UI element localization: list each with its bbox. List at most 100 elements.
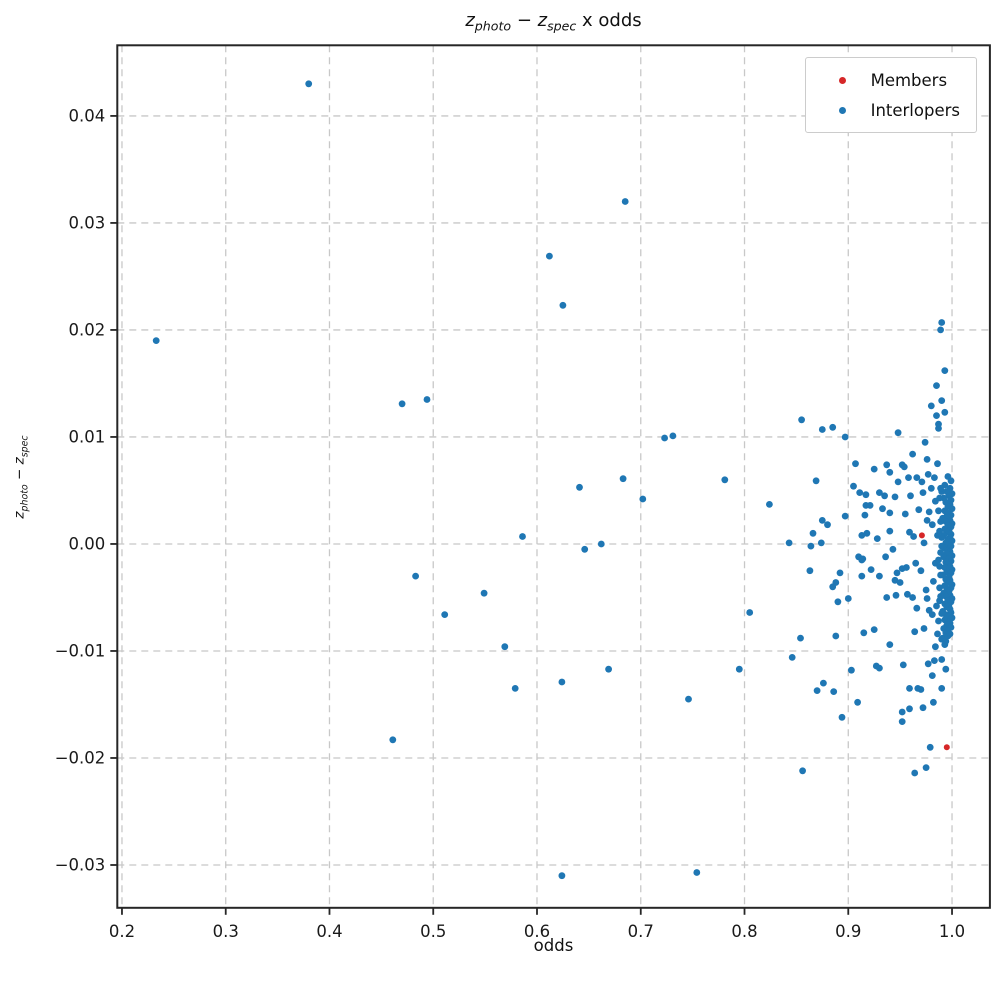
scatter-point-interlopers bbox=[597, 540, 605, 548]
scatter-point-interlopers bbox=[832, 579, 840, 586]
scatter-point-interlopers bbox=[813, 687, 821, 694]
scatter-point-interlopers bbox=[858, 572, 866, 580]
legend-item-members: Members bbox=[823, 65, 960, 95]
scatter-point-interlopers bbox=[876, 664, 883, 672]
scatter-point-interlopers bbox=[934, 630, 941, 638]
y-tick-label: −0.03 bbox=[55, 855, 106, 874]
series-interlopers bbox=[152, 80, 956, 880]
scatter-point-interlopers bbox=[924, 471, 932, 478]
scatter-point-interlopers bbox=[935, 507, 942, 515]
scatter-point-interlopers bbox=[920, 539, 928, 547]
scatter-point-interlopers bbox=[926, 743, 934, 751]
scatter-point-interlopers bbox=[891, 493, 899, 501]
scatter-point-interlopers bbox=[867, 566, 875, 573]
scatter-point-interlopers bbox=[398, 400, 406, 408]
chart-title: zphoto − zspec x odds bbox=[117, 10, 990, 34]
scatter-point-interlopers bbox=[669, 432, 677, 440]
legend-label-members: Members bbox=[870, 70, 948, 90]
scatter-point-interlopers bbox=[907, 492, 914, 500]
y-axis-label: zphoto − zspec bbox=[12, 435, 31, 518]
scatter-point-interlopers bbox=[812, 477, 820, 485]
scatter-point-interlopers bbox=[935, 556, 942, 564]
scatter-point-interlopers bbox=[912, 559, 920, 567]
scatter-point-interlopers bbox=[818, 517, 826, 524]
scatter-point-interlopers bbox=[841, 512, 849, 520]
scatter-point-interlopers bbox=[605, 665, 612, 673]
scatter-point-interlopers bbox=[899, 661, 907, 669]
scatter-point-interlopers bbox=[934, 460, 941, 468]
scatter-point-interlopers bbox=[920, 625, 928, 632]
scatter-point-interlopers bbox=[581, 545, 589, 553]
scatter-point-interlopers bbox=[735, 665, 743, 673]
scatter-point-interlopers bbox=[879, 505, 886, 513]
scatter-point-interlopers bbox=[619, 475, 627, 483]
scatter-point-interlopers bbox=[412, 572, 419, 580]
scatter-point-interlopers bbox=[863, 529, 871, 537]
scatter-point-members bbox=[918, 532, 925, 539]
scatter-point-interlopers bbox=[746, 609, 754, 616]
scatter-point-interlopers bbox=[922, 586, 930, 594]
x-tick-label: 0.3 bbox=[213, 922, 239, 941]
scatter-point-interlopers bbox=[693, 869, 701, 876]
scatter-point-interlopers bbox=[938, 542, 946, 550]
scatter-point-interlopers bbox=[919, 704, 927, 712]
scatter-point-interlopers bbox=[870, 626, 878, 633]
y-tick-label: 0.01 bbox=[69, 427, 106, 446]
gridlines bbox=[117, 45, 990, 908]
scatter-point-interlopers bbox=[873, 535, 881, 542]
scatter-point-interlopers bbox=[848, 666, 855, 674]
x-tick-label: 0.7 bbox=[628, 922, 654, 941]
scatter-point-interlopers bbox=[898, 708, 906, 716]
scatter-point-interlopers bbox=[917, 686, 925, 693]
scatter-point-interlopers bbox=[881, 492, 888, 500]
title-var-zspec: zspec bbox=[537, 10, 577, 34]
scatter-point-interlopers bbox=[558, 872, 566, 880]
legend: Members Interlopers bbox=[804, 57, 977, 133]
scatter-point-interlopers bbox=[841, 433, 849, 441]
scatter-point-interlopers bbox=[834, 598, 842, 606]
scatter-point-interlopers bbox=[906, 705, 913, 713]
scatter-point-interlopers bbox=[876, 572, 883, 580]
scatter-point-interlopers bbox=[928, 672, 936, 679]
scatter-point-interlopers bbox=[928, 521, 936, 529]
scatter-point-interlopers bbox=[931, 474, 938, 481]
scatter-point-interlopers bbox=[938, 319, 946, 326]
scatter-point-interlopers bbox=[830, 688, 838, 695]
scatter-point-interlopers bbox=[938, 534, 946, 541]
scatter-point-interlopers bbox=[933, 602, 940, 610]
y-tick-label: 0.04 bbox=[69, 106, 106, 125]
x-tick-label: 0.5 bbox=[420, 922, 446, 941]
scatter-point-interlopers bbox=[820, 679, 827, 687]
title-var-zphoto: zphoto bbox=[465, 10, 512, 34]
scatter-point-interlopers bbox=[935, 617, 942, 625]
scatter-point-interlopers bbox=[924, 660, 932, 668]
scatter-point-interlopers bbox=[946, 630, 954, 638]
scatter-point-interlopers bbox=[558, 678, 566, 686]
scatter-point-interlopers bbox=[844, 595, 852, 602]
scatter-point-interlopers bbox=[900, 463, 908, 471]
scatter-point-interlopers bbox=[923, 595, 931, 602]
scatter-point-interlopers bbox=[883, 461, 891, 469]
scatter-point-interlopers bbox=[889, 545, 897, 553]
title-minus: − bbox=[511, 10, 538, 31]
scatter-point-interlopers bbox=[721, 476, 729, 484]
scatter-point-interlopers bbox=[511, 685, 519, 692]
x-tick-label: 0.9 bbox=[835, 922, 861, 941]
scatter-point-interlopers bbox=[886, 509, 894, 517]
scatter-point-interlopers bbox=[546, 252, 553, 260]
scatter-point-interlopers bbox=[836, 569, 844, 577]
scatter-point-interlopers bbox=[923, 517, 931, 524]
scatter-point-interlopers bbox=[903, 564, 910, 571]
scatter-point-interlopers bbox=[941, 367, 949, 374]
scatter-point-interlopers bbox=[797, 634, 804, 642]
y-tick-label: −0.02 bbox=[55, 748, 106, 767]
scatter-point-interlopers bbox=[806, 567, 814, 575]
scatter-point-interlopers bbox=[886, 527, 894, 535]
scatter-point-interlopers bbox=[942, 665, 950, 673]
scatter-point-interlopers bbox=[870, 465, 878, 473]
scatter-point-interlopers bbox=[798, 416, 805, 424]
scatter-point-interlopers bbox=[938, 656, 946, 663]
scatter-point-interlopers bbox=[861, 511, 869, 519]
